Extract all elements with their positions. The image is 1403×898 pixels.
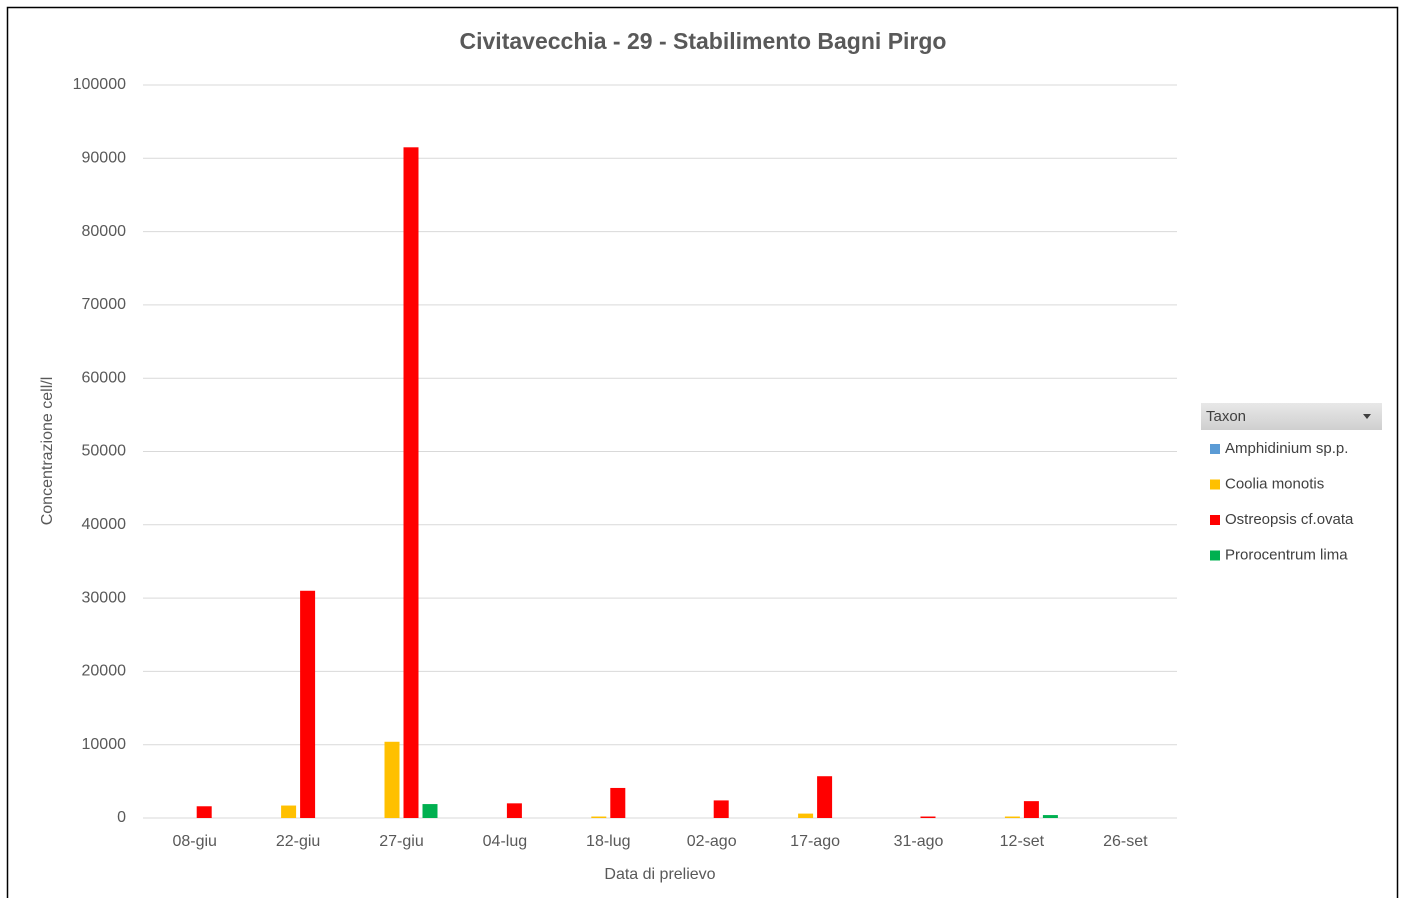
chart-frame	[6, 6, 1399, 898]
y-tick-label: 70000	[82, 296, 127, 313]
y-tick-label: 80000	[82, 223, 127, 240]
x-tick-label: 12-set	[1000, 833, 1045, 850]
legend-swatch	[1210, 515, 1220, 525]
x-tick-label: 26-set	[1103, 833, 1148, 850]
bar	[281, 805, 297, 818]
y-tick-label: 60000	[82, 369, 127, 386]
bar	[403, 147, 419, 818]
bar	[300, 590, 316, 818]
bar	[817, 776, 833, 818]
x-tick-label: 02-ago	[687, 833, 737, 850]
x-tick-label: 31-ago	[894, 833, 944, 850]
y-tick-label: 100000	[73, 76, 126, 93]
legend-swatch	[1210, 479, 1220, 490]
bar	[1004, 816, 1020, 818]
y-axis-label: Concentrazione cell/l	[39, 377, 56, 526]
x-tick-label: 04-lug	[483, 833, 527, 850]
bar	[798, 813, 814, 818]
x-tick-label: 27-giu	[379, 833, 423, 850]
bar	[1042, 815, 1058, 818]
x-tick-label: 18-lug	[586, 833, 630, 850]
legend-header[interactable]	[1201, 403, 1382, 430]
legend-title: Taxon	[1206, 408, 1246, 425]
y-tick-label: 20000	[82, 663, 127, 680]
bar	[920, 816, 936, 818]
y-tick-label: 90000	[82, 150, 127, 167]
legend-label: Prorocentrum lima	[1225, 546, 1348, 563]
bar	[1023, 801, 1039, 818]
bar	[196, 806, 212, 818]
x-tick-label: 22-giu	[276, 833, 320, 850]
x-axis-label: Data di prelievo	[604, 866, 715, 883]
y-tick-label: 50000	[82, 443, 127, 460]
legend-label: Coolia monotis	[1225, 475, 1324, 492]
y-tick-label: 40000	[82, 516, 127, 533]
y-tick-label: 0	[117, 809, 126, 826]
bar	[384, 741, 400, 818]
chart-title: Civitavecchia - 29 - Stabilimento Bagni …	[460, 28, 947, 54]
legend-swatch	[1210, 550, 1220, 561]
legend-swatch	[1210, 444, 1220, 454]
bar	[610, 787, 626, 818]
bar	[713, 800, 729, 818]
bar	[591, 816, 607, 818]
y-tick-label: 10000	[82, 736, 127, 753]
bar	[422, 804, 438, 818]
x-tick-label: 17-ago	[790, 833, 840, 850]
dropdown-arrow[interactable]	[1363, 414, 1371, 419]
bar	[506, 803, 522, 818]
y-tick-label: 30000	[82, 589, 127, 606]
legend-label: Ostreopsis cf.ovata	[1225, 511, 1354, 528]
legend-label: Amphidinium sp.p.	[1225, 440, 1348, 457]
x-tick-label: 08-giu	[172, 833, 216, 850]
